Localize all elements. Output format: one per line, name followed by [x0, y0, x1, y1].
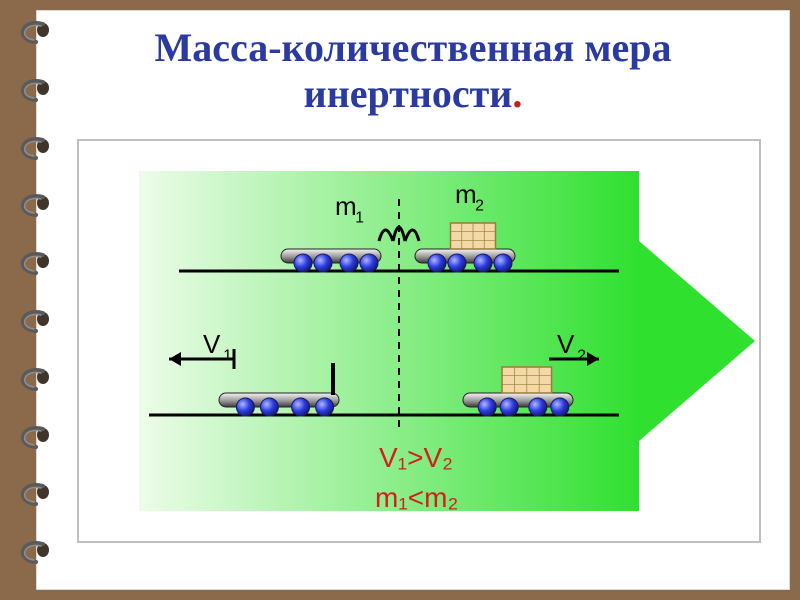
label-ineq-m: m₁<m₂ [375, 482, 458, 513]
title-line2: инертности [304, 71, 513, 116]
diagram-container: m1m2V1V2V₁>V₂m₁<m₂ [77, 139, 761, 543]
label-ineq-v: V₁>V₂ [379, 442, 453, 473]
spiral-binding [10, 0, 50, 600]
slide-outer: Масса-количественная мера инертности. m1… [0, 0, 800, 600]
title-line1: Масса-количественная мера [154, 25, 671, 70]
svg-text:2: 2 [577, 347, 586, 364]
svg-text:1: 1 [355, 209, 364, 226]
svg-text:m: m [455, 179, 477, 209]
svg-text:m: m [335, 191, 357, 221]
title-dot: . [512, 71, 522, 116]
diagram-svg: m1m2V1V2V₁>V₂m₁<m₂ [79, 141, 759, 541]
svg-text:V: V [203, 329, 221, 359]
slide-page: Масса-количественная мера инертности. m1… [36, 10, 790, 590]
svg-text:V: V [557, 329, 575, 359]
svg-text:1: 1 [223, 347, 232, 364]
svg-text:2: 2 [475, 197, 484, 214]
title: Масса-количественная мера инертности. [57, 25, 769, 117]
